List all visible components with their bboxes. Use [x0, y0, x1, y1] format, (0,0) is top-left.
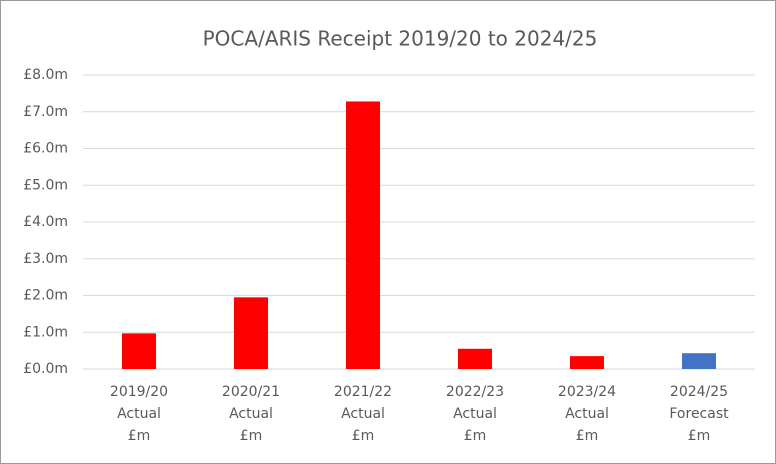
x-tick-label: 2021/22 [334, 384, 392, 400]
x-tick-label: 2023/24 [558, 384, 616, 400]
x-tick-label: £m [240, 428, 263, 444]
y-tick-label: £5.0m [23, 177, 68, 193]
x-tick-label: £m [688, 428, 711, 444]
y-tick-label: £0.0m [23, 361, 68, 377]
x-tick-label: £m [464, 428, 487, 444]
x-tick-label: 2024/25 [670, 384, 728, 400]
bar [234, 297, 268, 369]
x-tick-label: £m [352, 428, 375, 444]
x-tick-label: Actual [565, 406, 609, 422]
bar [346, 101, 380, 370]
bar [682, 353, 716, 369]
x-tick-label: 2020/21 [222, 384, 280, 400]
y-tick-label: £1.0m [23, 324, 68, 340]
y-tick-label: £4.0m [23, 214, 68, 230]
y-tick-label: £2.0m [23, 288, 68, 304]
x-tick-label: Actual [453, 406, 497, 422]
bar [458, 348, 492, 369]
x-tick-label: Actual [229, 406, 273, 422]
x-tick-label: Forecast [669, 406, 729, 422]
y-tick-label: £7.0m [23, 104, 68, 120]
y-tick-label: £8.0m [23, 67, 68, 83]
x-tick-label: 2022/23 [446, 384, 504, 400]
y-tick-label: £3.0m [23, 251, 68, 267]
x-tick-label: Actual [117, 406, 161, 422]
bar [122, 333, 156, 369]
y-tick-label: £6.0m [23, 141, 68, 157]
x-tick-label: 2019/20 [110, 384, 168, 400]
x-tick-label: Actual [341, 406, 385, 422]
bar [570, 356, 604, 369]
x-tick-label: £m [128, 428, 151, 444]
x-tick-label: £m [576, 428, 599, 444]
chart-title: POCA/ARIS Receipt 2019/20 to 2024/25 [203, 27, 598, 51]
